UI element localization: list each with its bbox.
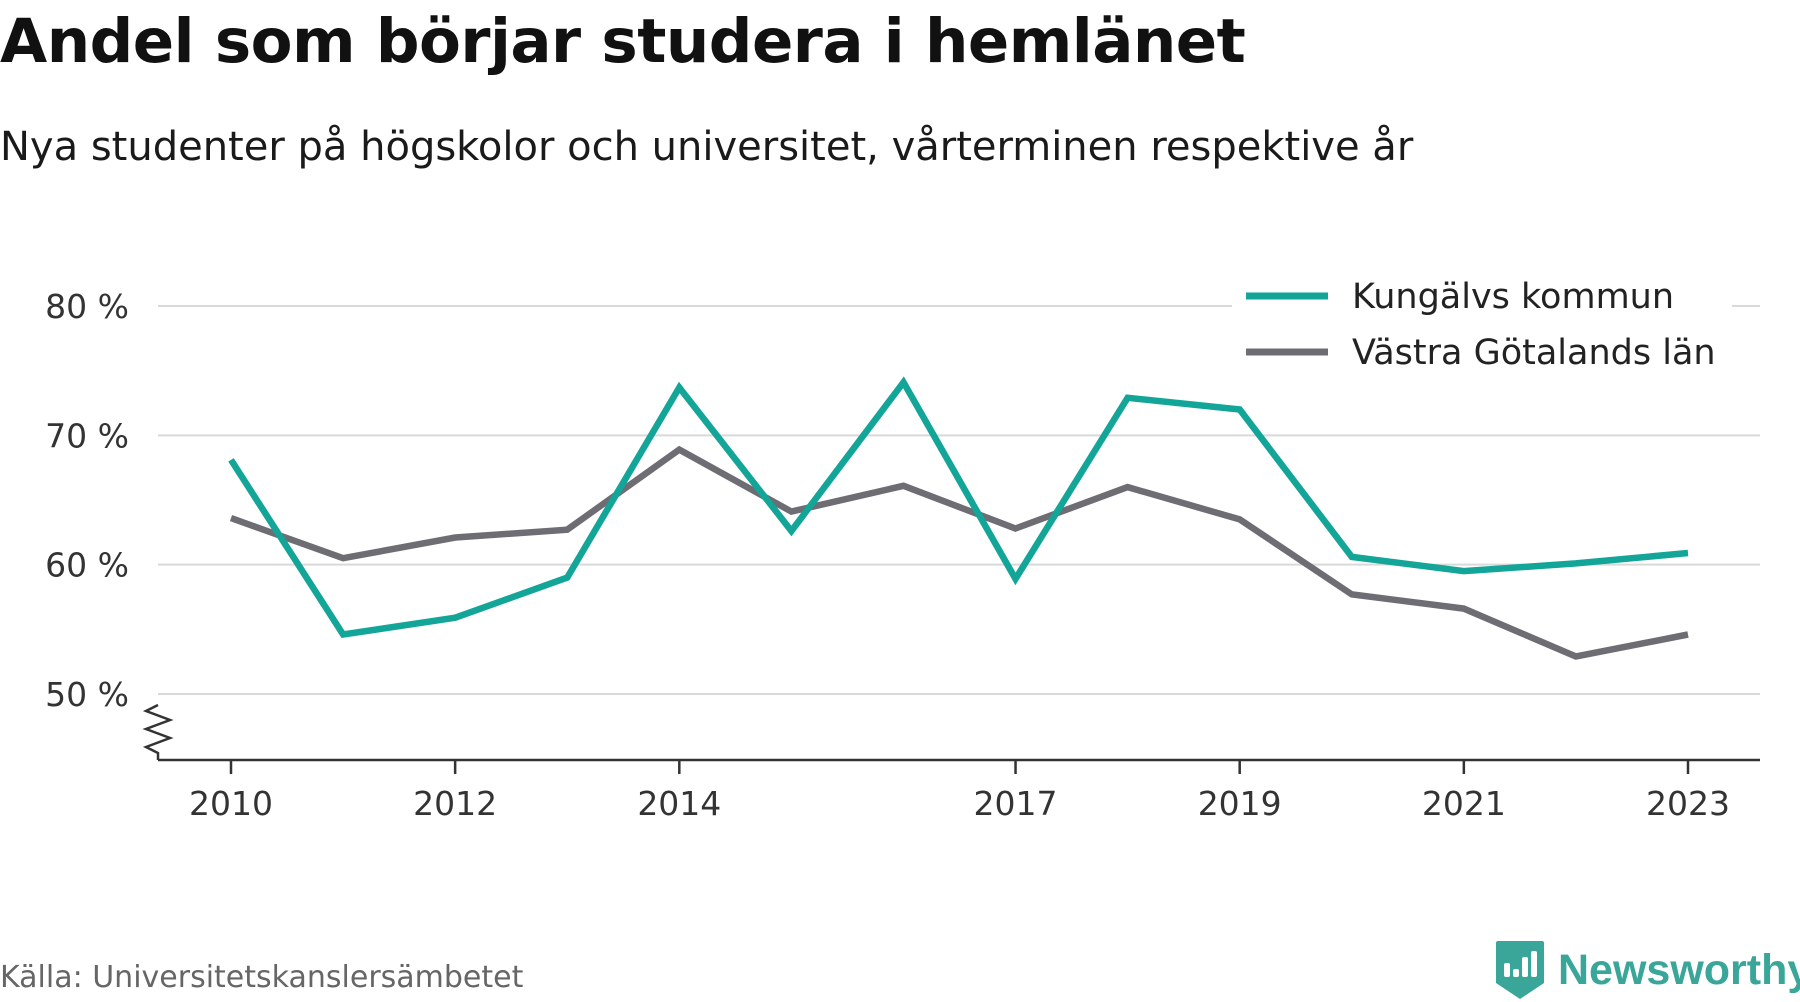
x-tick-label: 2014 — [637, 784, 721, 823]
x-tick-label: 2021 — [1422, 784, 1506, 823]
x-tick-label: 2012 — [413, 784, 497, 823]
legend: Kungälvs kommun Västra Götalands län — [1232, 270, 1732, 390]
x-axis-ticks: 2010 2012 2014 2017 2019 2021 2023 — [189, 760, 1730, 823]
y-tick-label: 60 % — [45, 546, 129, 585]
brand-logo: Newsworthy — [1494, 938, 1800, 1002]
series-line-kungalv — [228, 376, 1689, 639]
legend-label: Västra Götalands län — [1352, 333, 1716, 373]
x-tick-label: 2017 — [974, 784, 1058, 823]
y-axis-break-icon — [142, 703, 174, 760]
chart-subtitle: Nya studenter på högskolor och universit… — [0, 124, 1414, 170]
axes — [142, 703, 1760, 762]
series-lines — [228, 376, 1689, 660]
x-tick-label: 2010 — [189, 784, 273, 823]
brand-name: Newsworthy — [1558, 945, 1800, 994]
legend-background — [1232, 270, 1732, 390]
x-tick-label: 2019 — [1198, 784, 1282, 823]
series-line-vastra — [229, 445, 1689, 660]
chart-title: Andel som börjar studera i hemlänet — [0, 6, 1246, 77]
y-tick-label: 50 % — [45, 675, 129, 714]
newsworthy-logo-icon — [1496, 941, 1544, 999]
y-axis-ticks: 80 % 70 % 60 % 50 % — [45, 287, 129, 714]
y-tick-label: 80 % — [45, 287, 129, 326]
x-tick-label: 2023 — [1646, 784, 1730, 823]
legend-label: Kungälvs kommun — [1352, 277, 1674, 317]
y-tick-label: 70 % — [45, 416, 129, 455]
source-note: Källa: Universitetskanslersämbetet — [0, 960, 524, 995]
